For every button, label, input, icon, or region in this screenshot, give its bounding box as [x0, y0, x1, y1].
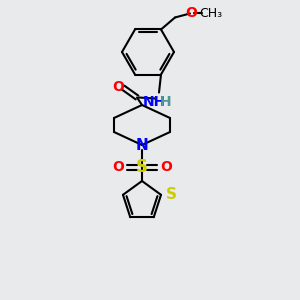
Text: H: H — [160, 94, 172, 109]
Text: S: S — [166, 187, 177, 202]
Text: S: S — [136, 158, 148, 176]
Text: O: O — [185, 7, 197, 20]
Text: CH₃: CH₃ — [200, 7, 223, 20]
Text: O: O — [112, 160, 124, 174]
Text: O: O — [112, 80, 124, 94]
Text: N: N — [136, 137, 148, 152]
Text: O: O — [160, 160, 172, 174]
Text: NH: NH — [142, 94, 166, 109]
